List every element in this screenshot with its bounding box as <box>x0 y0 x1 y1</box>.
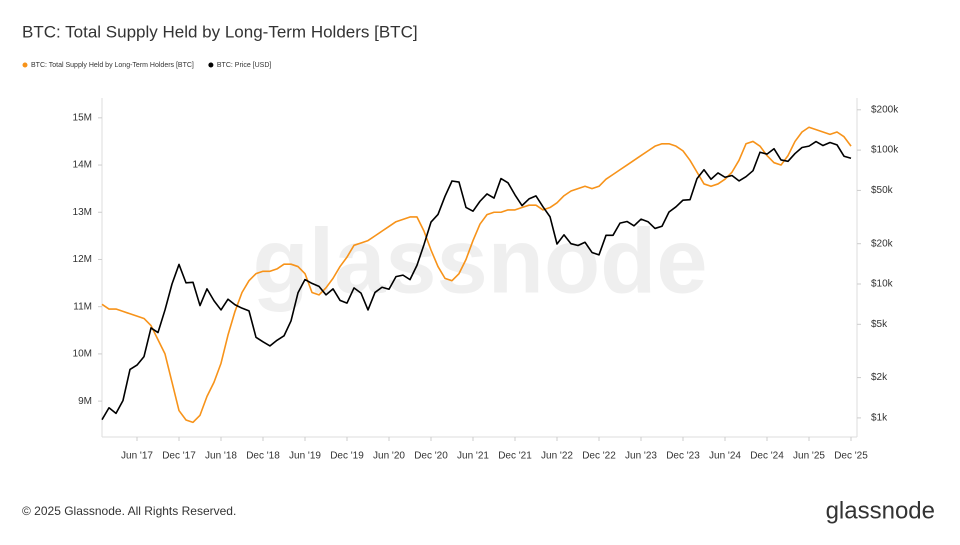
x-tick-label: Jun '17 <box>121 451 153 462</box>
x-tick-label: Dec '23 <box>666 451 700 462</box>
chart-title: BTC: Total Supply Held by Long-Term Hold… <box>22 22 418 41</box>
legend-marker <box>208 62 214 68</box>
legend-label: BTC: Total Supply Held by Long-Term Hold… <box>31 62 194 69</box>
x-tick-label: Jun '18 <box>205 451 237 462</box>
y2-tick-label: $10k <box>871 279 894 290</box>
x-tick-label: Dec '21 <box>498 451 532 462</box>
y2-tick-label: $100k <box>871 145 899 156</box>
y2-tick-label: $1k <box>871 413 888 424</box>
legend-marker <box>22 62 28 68</box>
x-tick-label: Jun '20 <box>373 451 405 462</box>
x-tick-label: Dec '22 <box>582 451 616 462</box>
y-tick-label: 10M <box>73 349 92 360</box>
x-tick-label: Dec '17 <box>162 451 196 462</box>
x-tick-label: Dec '20 <box>414 451 448 462</box>
x-tick-label: Dec '18 <box>246 451 280 462</box>
footer: © 2025 Glassnode. All Rights Reserved. <box>22 504 236 518</box>
series-line <box>101 140 852 421</box>
y2-tick-label: $200k <box>871 104 899 115</box>
x-tick-label: Jun '19 <box>289 451 321 462</box>
y2-tick-label: $2k <box>871 372 888 383</box>
x-tick-label: Dec '19 <box>330 451 364 462</box>
x-tick-label: Jun '24 <box>709 451 741 462</box>
series-line <box>101 126 852 424</box>
y-tick-label: 9M <box>78 396 92 407</box>
x-tick-label: Jun '22 <box>541 451 573 462</box>
y-tick-label: 11M <box>73 301 92 312</box>
x-tick-label: Jun '21 <box>457 451 489 462</box>
x-tick-label: Jun '25 <box>793 451 825 462</box>
y-tick-label: 15M <box>73 112 92 123</box>
x-tick-label: Dec '24 <box>750 451 784 462</box>
legend-label: BTC: Price [USD] <box>217 62 272 69</box>
x-tick-label: Dec '25 <box>834 451 868 462</box>
y2-tick-label: $50k <box>871 185 894 196</box>
y-tick-label: 12M <box>73 254 92 265</box>
watermark: glassnode <box>252 210 707 312</box>
y-tick-label: 13M <box>73 207 92 218</box>
y-tick-label: 14M <box>73 160 92 171</box>
x-tick-label: Jun '23 <box>625 451 657 462</box>
y2-tick-label: $20k <box>871 238 894 249</box>
logo: glassnode <box>826 497 935 524</box>
y2-tick-label: $5k <box>871 319 888 330</box>
